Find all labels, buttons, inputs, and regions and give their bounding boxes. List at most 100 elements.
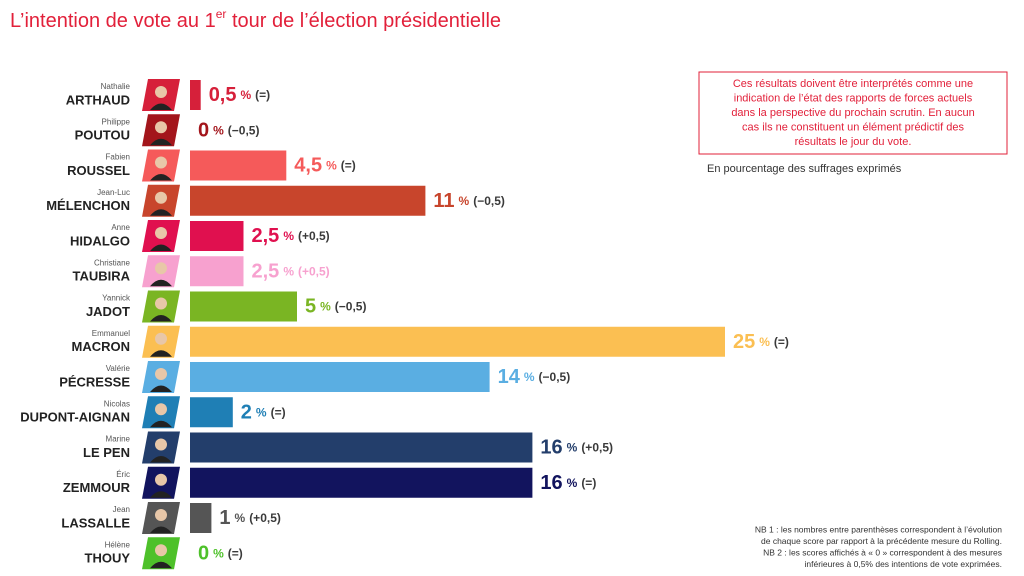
bar [190, 503, 212, 533]
value-change: (=) [271, 405, 286, 419]
value-change: (−0,5) [473, 194, 505, 208]
value-unit: % [567, 441, 578, 455]
value-change: (+0,5) [298, 229, 330, 243]
subtitle: En pourcentage des suffrages exprimés [707, 163, 902, 175]
value-unit: % [283, 264, 294, 278]
value-unit: % [759, 335, 770, 349]
photo-body [150, 491, 172, 498]
value-unit: % [326, 159, 337, 173]
photo-face [155, 473, 167, 486]
first-name: Nathalie [101, 82, 131, 91]
bar [190, 150, 287, 181]
value-unit: % [567, 476, 578, 490]
value-change: (+0,5) [581, 441, 613, 455]
value-label: 14% (−0,5) [498, 366, 571, 388]
category-label: DUPONT-AIGNAN [20, 410, 130, 425]
photo-body [150, 138, 172, 146]
value-unit: % [235, 511, 246, 525]
value-number: 0,5 [209, 84, 237, 106]
category-label: MÉLENCHON [46, 198, 130, 213]
footnote: inférieures à 0,5% des intentions de vot… [804, 559, 1002, 569]
first-name: Hélène [105, 540, 131, 549]
value-label: 16% (=) [540, 472, 596, 494]
category-label: ARTHAUD [66, 92, 130, 107]
photo-body [150, 385, 172, 392]
photo-face [155, 86, 167, 98]
title-part: tour de l’élection présidentielle [226, 10, 501, 32]
value-unit: % [320, 300, 331, 314]
value-label: 1% (+0,5) [219, 507, 280, 529]
category-label: TAUBIRA [72, 269, 130, 284]
value-label: 11% (−0,5) [433, 190, 505, 212]
bar [190, 362, 490, 392]
value-unit: % [241, 88, 252, 102]
value-number: 25 [733, 331, 755, 353]
value-number: 16 [540, 437, 562, 459]
value-change: (=) [581, 476, 596, 490]
value-label: 4,5% (=) [294, 155, 355, 177]
value-label: 0% (−0,5) [198, 120, 259, 142]
value-change: (=) [341, 159, 356, 173]
value-unit: % [213, 123, 224, 137]
value-label: 25% (=) [733, 331, 789, 353]
value-number: 11 [433, 190, 454, 212]
value-label: 16% (+0,5) [540, 437, 613, 459]
photo-body [150, 420, 172, 428]
bar [190, 80, 201, 110]
bar [190, 185, 426, 216]
note-line: résultats le jour du vote. [795, 136, 912, 148]
value-change: (+0,5) [249, 511, 281, 525]
footnote: de chaque score par rapport à la précéde… [761, 536, 1002, 546]
photo-body [150, 279, 172, 287]
value-label: 2,5% (+0,5) [252, 225, 330, 247]
photo-face [155, 438, 167, 451]
value-change: (=) [774, 335, 789, 349]
value-number: 2 [241, 402, 252, 424]
value-label: 0% (=) [198, 543, 243, 565]
note-line: dans la perspective du prochain scrutin.… [731, 107, 974, 119]
chart-title: L’intention de vote au 1er tour de l’éle… [10, 7, 501, 32]
bar [190, 326, 725, 357]
value-label: 5% (−0,5) [305, 296, 366, 318]
footnote: NB 1 : les nombres entre parenthèses cor… [755, 524, 1002, 534]
first-name: Yannick [102, 294, 131, 303]
category-label: MACRON [72, 339, 131, 354]
value-change: (−0,5) [228, 123, 260, 137]
value-number: 0 [198, 543, 209, 565]
value-unit: % [256, 405, 267, 419]
note-line: Ces résultats doivent être interprétés c… [733, 78, 973, 90]
value-number: 2,5 [252, 225, 280, 247]
photo-face [155, 332, 167, 345]
photo-face [155, 191, 167, 204]
category-label: HIDALGO [70, 233, 130, 248]
note-box [698, 71, 1008, 155]
first-name: Éric [116, 470, 130, 479]
value-number: 5 [305, 296, 316, 318]
category-label: LASSALLE [61, 515, 130, 530]
value-unit: % [283, 229, 294, 243]
bar [190, 397, 233, 428]
value-unit: % [524, 370, 535, 384]
value-unit: % [213, 546, 224, 560]
first-name: Emmanuel [92, 329, 130, 338]
photo-body [150, 456, 172, 463]
photo-body [150, 209, 172, 216]
category-label: ROUSSEL [67, 163, 130, 178]
photo-body [150, 315, 172, 322]
bar [190, 432, 533, 463]
value-number: 0 [198, 120, 209, 142]
photo-face [155, 262, 167, 275]
photo-face [155, 121, 167, 134]
value-change: (=) [255, 88, 270, 102]
first-name: Marine [106, 435, 131, 444]
category-label: LE PEN [83, 445, 130, 460]
value-number: 16 [540, 472, 562, 494]
value-number: 14 [498, 366, 521, 388]
note-line: indication de l’état des rapports de for… [734, 92, 973, 104]
first-name: Jean-Luc [97, 188, 130, 197]
photo-face [155, 403, 167, 416]
value-number: 4,5 [294, 155, 322, 177]
value-unit: % [459, 194, 470, 208]
photo-body [150, 103, 172, 110]
